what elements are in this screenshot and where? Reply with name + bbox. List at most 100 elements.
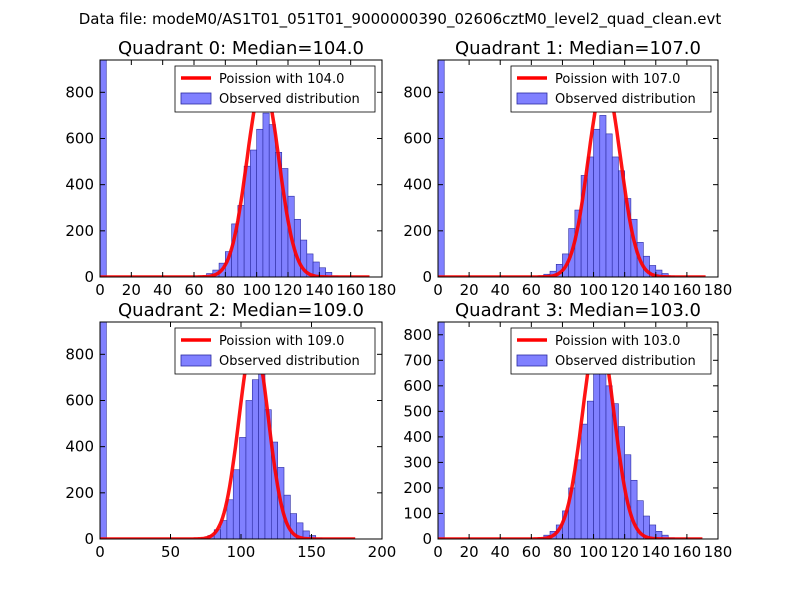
panel-2: 0 50 100 150 200 0 200 400 600 800 Quadrant 2: Med… [65,300,396,561]
legend-bar-swatch [180,354,212,367]
y-tick-label: 800 [65,345,94,363]
x-tick-label: 160 [336,281,365,299]
y-tick-label: 800 [65,83,94,101]
x-tick-label: 40 [153,281,172,299]
histogram-bars [100,322,323,539]
panel-3: 0 20 40 60 80 100 120 140 160 1800100200300400500… [403,300,732,561]
histogram-bar [251,379,259,539]
histogram-bar [593,372,601,539]
histogram-bar [599,359,607,539]
x-tick-label: 100 [227,543,256,561]
x-tick-label: 150 [297,543,326,561]
histogram-bar [100,322,107,539]
x-tick-label: 40 [491,543,510,561]
x-tick-label: 140 [641,543,670,561]
panel-title: Quadrant 2: Median=109.0 [118,300,364,321]
y-tick-label: 0 [422,530,432,548]
x-tick-label: 100 [579,543,608,561]
x-tick-label: 20 [460,281,479,299]
histogram-bar [232,469,240,539]
y-tick-label: 600 [65,391,94,409]
legend: Poission with 107.0 Observed distribution [510,65,712,113]
histogram-bar [605,385,613,539]
histogram-bar [661,534,669,539]
histogram-bar [262,112,270,277]
legend: Poission with 104.0 Observed distribution [174,65,376,113]
x-tick-label: 180 [368,281,397,299]
x-tick-label: 80 [216,281,235,299]
x-tick-label: 50 [161,543,180,561]
panel-title: Quadrant 3: Median=103.0 [455,300,701,321]
legend-label-poisson: Poission with 103.0 [555,334,680,349]
legend-label-observed: Observed distribution [555,92,696,107]
y-tick-label: 600 [403,129,432,147]
x-tick-label: 140 [305,281,334,299]
x-tick-label: 60 [522,543,541,561]
x-tick-label: 80 [553,281,572,299]
legend-bar-swatch [180,92,212,105]
histogram-bar [587,156,594,277]
histogram-bar [611,156,619,277]
y-tick-label: 0 [84,268,94,286]
legend-label-observed: Observed distribution [219,92,360,107]
histogram-bar [302,530,310,539]
legend: Poission with 103.0 Observed distribution [510,327,712,375]
x-tick-label: 20 [122,281,141,299]
histogram-bar [258,372,266,539]
legend: Poission with 109.0 Observed distribution [174,327,376,375]
histogram-bar [268,124,276,277]
y-tick-label: 300 [403,453,432,471]
histogram-bar [226,499,234,539]
x-tick-label: 160 [673,281,702,299]
y-tick-label: 800 [403,326,432,344]
legend-label-poisson: Poission with 104.0 [219,72,344,87]
y-tick-label: 400 [403,428,432,446]
histogram-bar [256,128,264,277]
histogram-bar [100,60,107,277]
y-tick-label: 400 [403,176,432,194]
x-tick-label: 20 [460,543,479,561]
y-tick-label: 600 [65,129,94,147]
histogram-bar [245,400,253,539]
legend-label-poisson: Poission with 109.0 [219,334,344,349]
x-tick-label: 120 [274,281,303,299]
panel-1: 0 20 40 60 80 100 120 140 160 180 0 200 400 600 800 Qua… [403,38,732,299]
y-tick-label: 800 [403,83,432,101]
figure-title: Data file: modeM0/AS1T01_051T01_90000003… [79,10,722,29]
x-tick-label: 180 [704,543,733,561]
histogram-bar [438,60,445,277]
y-tick-label: 200 [65,222,94,240]
histogram-bar [587,400,594,539]
panel-0: 0 20 40 60 80 100 120 140 160 180 0 200 400 600 800 Qua… [65,38,396,299]
x-tick-label: 200 [368,543,397,561]
x-tick-label: 120 [610,281,639,299]
legend-label-observed: Observed distribution [555,354,696,369]
histogram-bar [605,133,613,277]
x-tick-label: 40 [491,281,510,299]
legend-label-poisson: Poission with 107.0 [555,72,680,87]
x-tick-label: 100 [242,281,271,299]
histogram-bar [593,128,601,277]
x-tick-label: 60 [184,281,203,299]
x-tick-label: 140 [641,281,670,299]
y-tick-label: 600 [403,377,432,395]
y-tick-label: 200 [403,222,432,240]
x-tick-label: 120 [610,543,639,561]
histogram-bar [438,322,445,539]
histogram-bar [250,149,257,277]
x-tick-label: 0 [433,543,443,561]
y-tick-label: 400 [65,438,94,456]
y-tick-label: 200 [65,484,94,502]
panel-title: Quadrant 0: Median=104.0 [118,38,364,59]
plot-frame [437,321,719,540]
x-tick-label: 100 [579,281,608,299]
x-tick-label: 0 [95,543,105,561]
histogram-bar [599,115,607,277]
x-tick-label: 160 [673,543,702,561]
panels: 0 20 40 60 80 100 120 140 160 1800200400600800Qua… [65,38,732,561]
y-tick-label: 100 [403,504,432,522]
plot-frame [437,59,719,278]
panel-title: Quadrant 1: Median=107.0 [455,38,701,59]
y-tick-label: 0 [84,530,94,548]
legend-bar-swatch [516,92,548,105]
